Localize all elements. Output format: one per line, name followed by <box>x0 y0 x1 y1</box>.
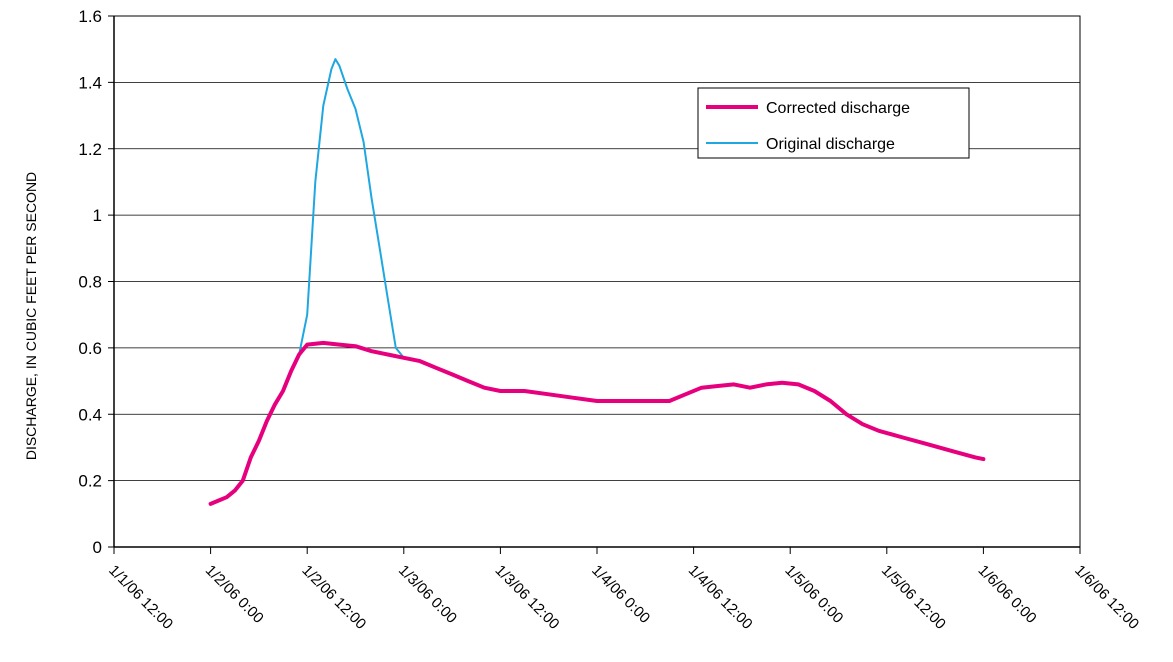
series-lines <box>208 58 986 506</box>
y-tick-label-4: 0.8 <box>78 273 102 292</box>
x-tick-label-8: 1/5/06 12:00 <box>878 562 949 633</box>
legend-label-original: Original discharge <box>766 136 895 153</box>
y-tick-labels: 0 0.2 0.4 0.6 0.8 1 1.2 1.4 1.6 <box>78 7 102 557</box>
x-tick-label-9: 1/6/06 0:00 <box>975 562 1040 627</box>
x-tick-label-0: 1/1/06 12:00 <box>105 562 176 633</box>
x-tick-label-1: 1/2/06 0:00 <box>202 562 267 627</box>
y-axis-label: DISCHARGE, IN CUBIC FEET PER SECOND <box>23 172 39 460</box>
x-tick-label-4: 1/3/06 12:00 <box>492 562 563 633</box>
axes <box>108 15 1081 554</box>
x-tick-label-10: 1/6/06 12:00 <box>1071 562 1142 633</box>
y-tick-label-6: 1.2 <box>78 140 102 159</box>
legend-label-corrected: Corrected discharge <box>766 100 910 117</box>
y-tick-label-5: 1 <box>93 206 102 225</box>
y-tick-label-3: 0.6 <box>78 339 102 358</box>
y-tick-label-8: 1.6 <box>78 7 102 26</box>
y-tick-label-0: 0 <box>93 538 102 557</box>
x-tick-label-7: 1/5/06 0:00 <box>781 562 846 627</box>
y-tick-label-1: 0.2 <box>78 472 102 491</box>
x-tick-label-3: 1/3/06 0:00 <box>395 562 460 627</box>
gridlines <box>114 15 1080 482</box>
x-tick-label-2: 1/2/06 12:00 <box>298 562 369 633</box>
y-tick-label-2: 0.4 <box>78 405 102 424</box>
series-line-corrected <box>208 340 986 506</box>
y-tick-label-7: 1.4 <box>78 73 102 92</box>
x-tick-labels: 1/1/06 12:00 1/2/06 0:00 1/2/06 12:00 1/3/0… <box>105 562 1142 633</box>
legend-box <box>697 87 970 159</box>
x-tick-label-5: 1/4/06 0:00 <box>588 562 653 627</box>
x-tick-label-6: 1/4/06 12:00 <box>685 562 756 633</box>
legend: Corrected discharge Original discharge <box>697 87 970 159</box>
